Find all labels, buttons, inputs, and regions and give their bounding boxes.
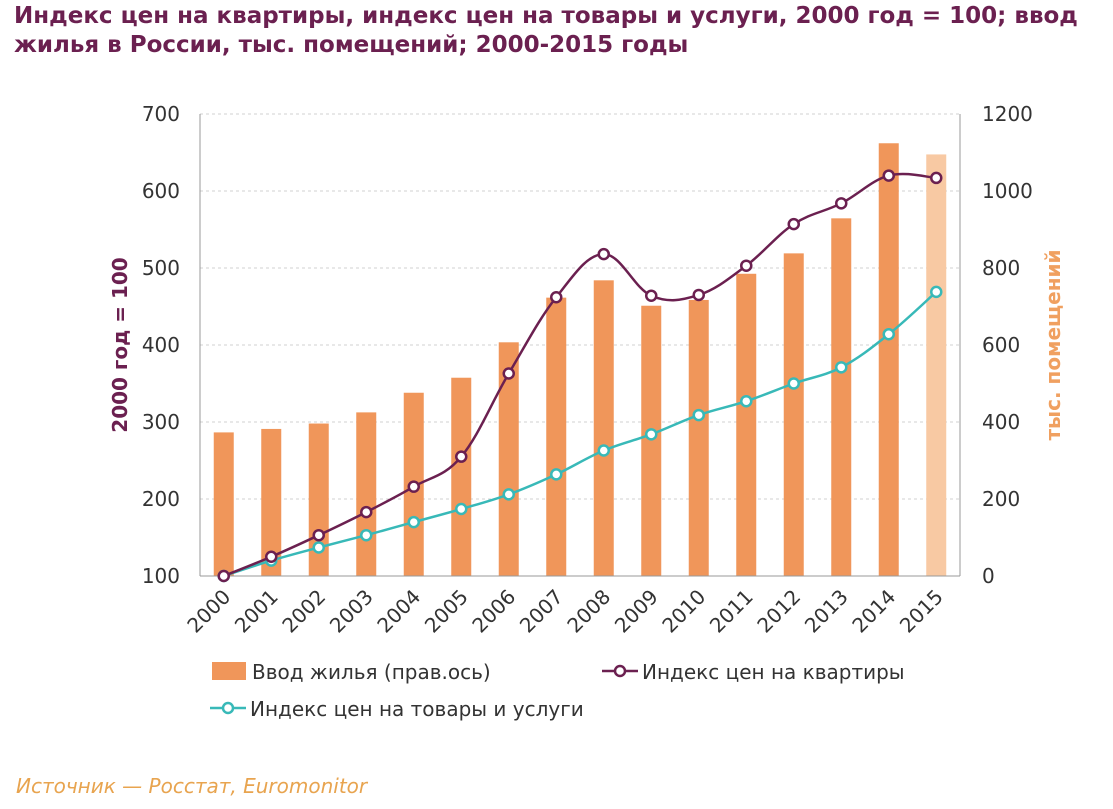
- bar-2009: [641, 305, 662, 576]
- line-apartments-point-2014: [882, 169, 895, 182]
- bar-2012: [783, 253, 804, 576]
- legend-goods-marker: [221, 701, 235, 715]
- line-apartments-point-2000: [217, 569, 230, 583]
- bar-2005: [451, 377, 472, 576]
- bar-2011: [736, 273, 757, 576]
- line-apartments-point-2011: [740, 259, 753, 272]
- x-tick-2005: 2005: [420, 585, 473, 638]
- bar-2015: [926, 154, 947, 577]
- y-right-tick: 1000: [982, 179, 1033, 203]
- line-apartments-point-2013: [835, 197, 848, 210]
- bars-housing: [213, 143, 947, 577]
- line-goods-point-2006: [502, 488, 515, 501]
- y-left-tick: 500: [142, 256, 180, 280]
- line-apartments-point-2003: [360, 505, 373, 519]
- y-axis-left-title: 2000 год = 100: [108, 257, 132, 432]
- bar-2013: [831, 218, 852, 576]
- y-left-tick: 700: [142, 102, 180, 126]
- line-apartments-point-2015: [930, 171, 943, 185]
- x-tick-2011: 2011: [705, 585, 758, 638]
- legend-bar-label: Ввод жилья (прав.ось): [252, 660, 491, 684]
- line-goods-point-2015: [930, 285, 943, 299]
- legend: Ввод жилья (прав.ось) Индекс цен на кварт…: [210, 660, 905, 721]
- line-apartments-point-2007: [550, 291, 563, 304]
- line-goods-point-2009: [645, 428, 658, 441]
- y-right-tick: 400: [982, 410, 1020, 434]
- x-tick-2001: 2001: [230, 585, 283, 638]
- legend-apartments-label: Индекс цен на квартиры: [642, 660, 905, 684]
- legend-bar-swatch: [212, 662, 246, 680]
- bar-2000: [213, 432, 234, 576]
- x-tick-2000: 2000: [182, 585, 235, 638]
- bar-2003: [356, 412, 377, 576]
- y-right-tick: 600: [982, 333, 1020, 357]
- line-apartments: [223, 172, 937, 578]
- line-goods-point-2013: [835, 361, 848, 374]
- x-tick-2014: 2014: [847, 585, 900, 638]
- line-apartments-point-2005: [455, 450, 468, 463]
- y-right-tick: 1200: [982, 102, 1033, 126]
- line-goods: [223, 290, 938, 578]
- x-tick-2002: 2002: [277, 585, 330, 638]
- x-tick-2006: 2006: [467, 585, 520, 638]
- x-tick-2013: 2013: [800, 585, 853, 638]
- line-goods-point-2002: [312, 541, 325, 554]
- line-apartments-point-2001: [265, 550, 278, 563]
- bar-2008: [593, 280, 614, 576]
- x-tick-2008: 2008: [562, 585, 615, 638]
- legend-goods-label: Индекс цен на товары и услуги: [250, 697, 584, 721]
- line-goods-point-2008: [597, 444, 610, 457]
- y-left-tick: 400: [142, 333, 180, 357]
- y-left-tick: 300: [142, 410, 180, 434]
- line-goods-point-2014: [882, 327, 895, 341]
- x-tick-2004: 2004: [372, 585, 425, 638]
- line-goods-point-2005: [455, 502, 468, 516]
- bar-2001: [261, 428, 282, 576]
- x-tick-2009: 2009: [610, 585, 663, 638]
- legend-apartments-marker: [613, 664, 627, 678]
- x-tick-2012: 2012: [752, 585, 805, 638]
- y-left-tick: 100: [142, 564, 180, 588]
- line-apartments-point-2008: [597, 247, 610, 261]
- line-goods-point-2004: [407, 515, 420, 529]
- line-apartments-point-2006: [502, 367, 515, 380]
- y-right-tick: 0: [982, 564, 995, 588]
- line-apartments-point-2002: [312, 528, 325, 542]
- bar-2006: [498, 342, 519, 576]
- line-apartments-point-2010: [692, 288, 705, 302]
- axes: [199, 114, 961, 577]
- source-note: Источник — Росстат, Euromonitor: [16, 774, 368, 798]
- bar-2007: [546, 297, 567, 576]
- x-tick-2015: 2015: [895, 585, 948, 638]
- y-left-tick: 200: [142, 487, 180, 511]
- bar-2014: [878, 143, 899, 576]
- y-axis-right-title: тыс. помещений: [1041, 249, 1065, 440]
- x-tick-2003: 2003: [325, 585, 378, 638]
- line-series: [217, 169, 943, 583]
- line-apartments-point-2004: [407, 480, 420, 493]
- line-apartments-point-2012: [787, 217, 800, 231]
- y-right-tick: 800: [982, 256, 1020, 280]
- bar-2010: [688, 299, 709, 576]
- chart-title: Индекс цен на квартиры, индекс цен на то…: [14, 3, 1078, 58]
- x-tick-2010: 2010: [657, 585, 710, 638]
- y-right-tick: 200: [982, 487, 1020, 511]
- line-goods-point-2007: [550, 468, 563, 481]
- line-goods-point-2003: [360, 528, 373, 542]
- line-goods-point-2012: [787, 377, 800, 390]
- line-goods-point-2010: [692, 408, 705, 422]
- y-left-tick: 600: [142, 179, 180, 203]
- line-goods-point-2011: [740, 394, 753, 408]
- x-tick-2007: 2007: [515, 585, 568, 638]
- line-apartments-point-2009: [645, 289, 658, 302]
